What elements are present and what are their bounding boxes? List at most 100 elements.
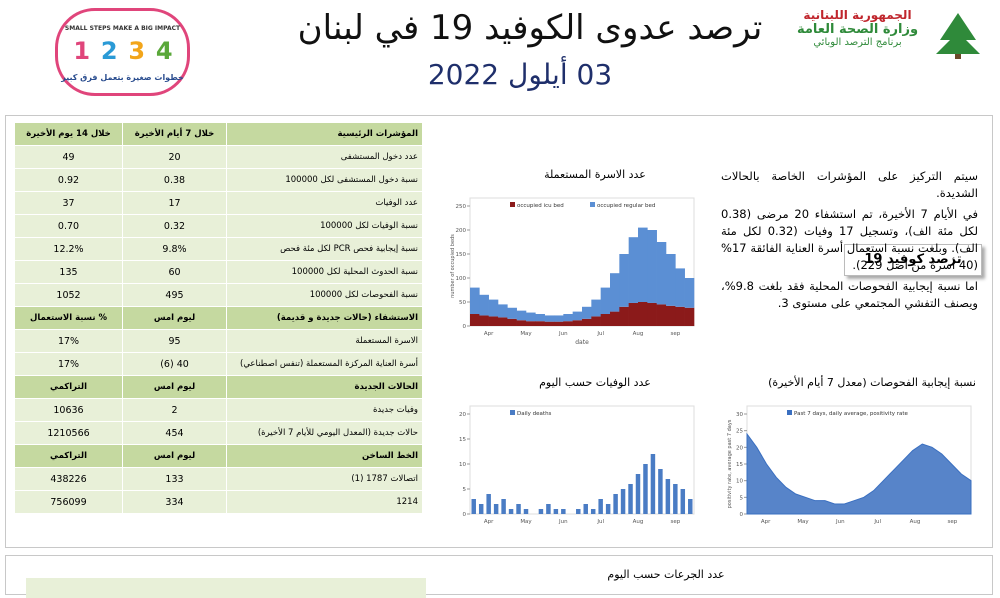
bar <box>508 509 514 514</box>
bar <box>650 454 656 514</box>
y-tick-label: 0 <box>463 512 467 518</box>
x-tick-label: sep <box>670 331 680 337</box>
bar-segment <box>582 318 592 326</box>
bar-segment <box>498 317 508 326</box>
table-row: الاسرة المستعملة 95 17% <box>14 329 423 353</box>
indicator-name: عدد الوفيات <box>226 191 423 215</box>
x-tick-label: May <box>520 331 532 337</box>
table-row: نسبة الوفيات لكل 100000 0.32 0.70 <box>14 214 423 238</box>
indicator-value: 20 <box>122 145 227 169</box>
area <box>746 432 972 515</box>
bar-segment <box>656 242 667 305</box>
bar <box>493 504 499 514</box>
bar-segment <box>554 315 564 322</box>
bar-segment <box>572 311 583 321</box>
x-tick-label: Aug <box>910 519 921 525</box>
bar-segment <box>638 302 648 326</box>
campaign-slogan-ar: خطوات صغيرة بتعمل فرق كبير <box>61 73 184 82</box>
table-header-cell: الخط الساخن <box>226 444 423 468</box>
indicator-value: 17% <box>14 329 123 353</box>
indicator-value: 0.92 <box>14 168 123 192</box>
x-tick-label: Apr <box>761 519 771 525</box>
legend-label: Past 7 days, daily average, positivity r… <box>794 411 909 417</box>
x-tick-label: Jun <box>558 519 568 525</box>
y-tick-label: 200 <box>456 228 467 234</box>
indicator-value: 495 <box>122 283 227 307</box>
bar <box>516 504 521 514</box>
bar <box>613 494 618 514</box>
campaign-step: 4 <box>155 37 173 65</box>
indicator-value: 454 <box>122 421 227 445</box>
ministry-line: برنامج الترصد الوبائي <box>813 37 902 48</box>
summary-title: ترصد كوفيد 19 <box>844 244 982 276</box>
footer-table <box>26 578 426 598</box>
x-tick-label: Aug <box>633 331 644 337</box>
bar-segment <box>544 315 555 322</box>
bar <box>471 499 476 514</box>
y-tick-label: 5 <box>740 495 744 501</box>
indicator-value: 12.2% <box>14 237 123 261</box>
bar-segment <box>535 321 545 326</box>
y-tick-label: 150 <box>456 252 467 258</box>
bar <box>486 494 491 514</box>
bar-segment <box>507 307 517 319</box>
indicator-name: نسبة الحدوث المحلية لكل 100000 <box>226 260 423 284</box>
y-tick-label: 25 <box>736 429 743 435</box>
legend-swatch <box>510 202 515 207</box>
bar-segment <box>675 268 685 307</box>
legend-label: Daily deaths <box>517 411 552 417</box>
page-title: ترصد عدوى الكوفيد 19 في لبنان <box>297 8 763 48</box>
indicator-value: 135 <box>14 260 123 284</box>
bar-segment <box>628 237 639 303</box>
y-tick-label: 30 <box>736 412 743 418</box>
x-tick-label: Apr <box>484 519 494 525</box>
table-row: وفيات جديدة 2 10636 <box>14 398 423 422</box>
indicator-name: 1214 <box>226 490 423 514</box>
bar-segment <box>591 299 601 317</box>
bar <box>673 484 678 514</box>
bar-segment <box>563 314 573 322</box>
indicator-value: 1210566 <box>14 421 123 445</box>
table-row: حالات جديدة (المعدل اليومي للأيام 7 الأخ… <box>14 421 423 445</box>
table-header-cell: المؤشرات الرئيسية <box>226 122 423 146</box>
bar-segment <box>479 294 489 316</box>
main-panel: المؤشرات الرئيسية خلال 7 أيام الأخيرة خلال… <box>5 115 993 548</box>
bar-segment <box>488 316 499 326</box>
table-header-cell: خلال 7 أيام الأخيرة <box>122 122 227 146</box>
bar-segment <box>507 318 517 326</box>
chart-title: عدد الاسرة المستعملة <box>544 168 646 181</box>
y-tick-label: 0 <box>740 512 744 518</box>
bar-segment <box>684 278 695 308</box>
campaign-step: 2 <box>100 37 118 65</box>
indicator-value: 95 <box>122 329 227 353</box>
chart-title: نسبة إيجابية الفحوصات (معدل 7 أيام الأخي… <box>768 375 976 389</box>
bar <box>546 504 551 514</box>
legend-swatch <box>787 410 792 415</box>
bar-segment <box>516 310 527 321</box>
bar <box>478 504 484 514</box>
bar-segment <box>563 321 573 326</box>
cedar-trunk <box>955 54 961 59</box>
y-tick-label: 100 <box>456 276 467 282</box>
indicator-name: أسرة العناية المركزة المستعملة (تنفس اصط… <box>226 352 423 376</box>
table-header-cell: ليوم امس <box>122 375 227 399</box>
ministry-logo-text: الجمهورية اللبنانية وزارة الصحة العامة برن… <box>790 8 925 48</box>
summary-text: سيتم التركيز على المؤشرات الخاصة بالحالا… <box>721 168 978 316</box>
table-header-cell: الحالات الجديدة <box>226 375 423 399</box>
bar <box>523 509 529 514</box>
plot-frame <box>469 405 695 515</box>
table-header-cell: خلال 14 يوم الأخيرة <box>14 122 123 146</box>
mini-chart: نسبة إيجابية الفحوصات (معدل 7 أيام الأخي… <box>727 375 976 525</box>
bar-segment <box>684 307 695 326</box>
table-header-cell: التراكمي <box>14 444 123 468</box>
bar-segment <box>600 287 611 314</box>
bar <box>598 499 603 514</box>
indicator-value: 10636 <box>14 398 123 422</box>
indicator-name: عدد دخول المستشفى <box>226 145 423 169</box>
bar-segment <box>516 320 527 326</box>
table-row: أسرة العناية المركزة المستعملة (تنفس اصط… <box>14 352 423 376</box>
mini-chart: عدد الوفيات حسب اليوم 0 5 10 15 20 Apr May Jun Ju… <box>459 376 695 525</box>
table-header-row: الاستشفاء (حالات جديدة و قديمة) ليوم امس%… <box>14 306 423 330</box>
x-tick-label: Jun <box>835 519 845 525</box>
indicator-name: حالات جديدة (المعدل اليومي للأيام 7 الأخ… <box>226 421 423 445</box>
